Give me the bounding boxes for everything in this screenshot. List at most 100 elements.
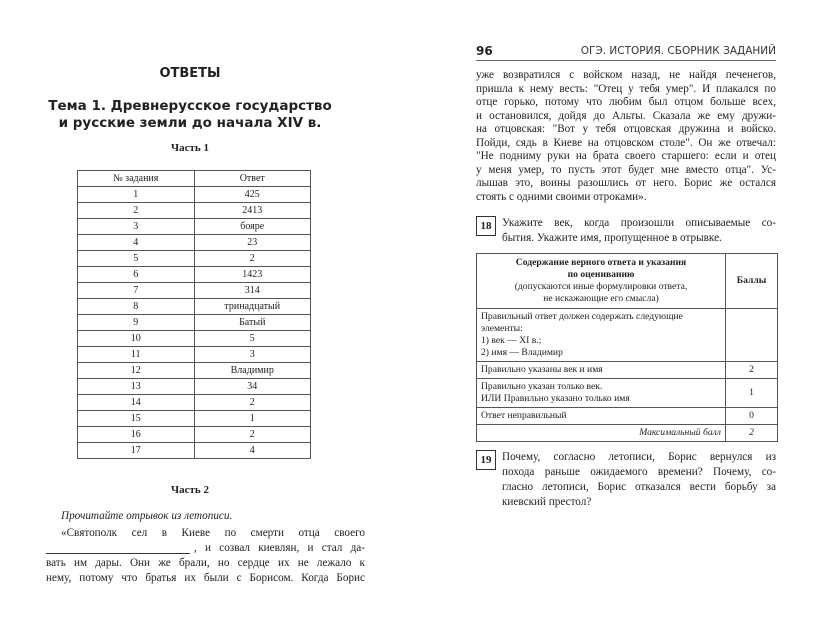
task-number-cell: 9	[77, 314, 195, 331]
criteria-line: Правильно указаны век и имя	[481, 364, 603, 375]
topic-title: Тема 1. Древнерусское государство и русс…	[0, 98, 380, 132]
task-number-cell: 10	[77, 330, 195, 347]
criteria-required-row: Правильный ответ должен содержать следую…	[476, 308, 778, 362]
table-row: 1 425	[77, 186, 311, 203]
criteria-header-bold: Содержание верного ответа и указания	[515, 257, 687, 268]
answer-cell: 425	[193, 186, 311, 203]
table-row: 8 тринадцатый	[77, 298, 311, 315]
answer-cell: 314	[193, 282, 311, 299]
task-number-cell: 1	[77, 186, 195, 203]
criteria-line: ИЛИ Правильно указано только имя	[481, 393, 630, 404]
required-line: элементы:	[481, 323, 523, 334]
question-19-line: гласно летописи, Борис отказался вести б…	[502, 481, 776, 493]
text-line: отце горько, потому что любим был отцом …	[476, 96, 776, 108]
task-number-cell: 4	[77, 234, 195, 251]
task-number-cell: 7	[77, 282, 195, 299]
max-score-label: Максимальный балл	[476, 424, 726, 442]
criteria-row: Правильно указан только век. ИЛИ Правильн…	[476, 378, 778, 408]
criteria-header-bold: по оцениванию	[567, 269, 635, 280]
required-line: 2) имя — Владимир	[481, 347, 563, 358]
task-number-cell: 6	[77, 266, 195, 283]
task-number-cell: 11	[77, 346, 195, 363]
header-rule	[476, 60, 776, 61]
task-number-cell: 13	[77, 378, 195, 395]
table-row: 3 бояре	[77, 218, 311, 235]
text-line: стоять с одними своими отроками».	[476, 190, 647, 203]
task-number-cell: 5	[77, 250, 195, 267]
text-line: и остановился, дойдя до Альты. Сказала ж…	[476, 109, 776, 122]
answer-cell: 4	[193, 442, 311, 459]
blank-line	[46, 553, 190, 554]
points-header: Баллы	[725, 253, 778, 309]
required-line: 1) век — XI в.;	[481, 335, 542, 346]
criteria-line: Ответ неправильный	[481, 410, 567, 421]
table-row: 15 1	[77, 410, 311, 427]
text-line: на отцовская: "Вот у тебя отцовская друж…	[476, 123, 776, 135]
answer-cell: Владимир	[193, 362, 311, 379]
table-row: 4 23	[77, 234, 311, 251]
text-line: пришла к нему весть: "Отец у тебя умер".…	[476, 82, 776, 95]
answer-cell: 1423	[193, 266, 311, 283]
page-number: 96	[476, 44, 493, 58]
question-18-line: бытия. Укажите имя, пропущенное в отрывк…	[502, 232, 722, 244]
text-line: Пойди, сядь в Киеве на отцовском столе".…	[476, 136, 776, 149]
criteria-points: 0	[725, 407, 778, 425]
answer-cell: 5	[193, 330, 311, 347]
part1-title: Часть 1	[171, 142, 209, 154]
task-number-cell: 3	[77, 218, 195, 235]
table-row: 2 2413	[77, 202, 311, 219]
answers-table: № задания Ответ 1 425 2 2413 3 бояре 4 23 5 2 6 142…	[77, 170, 311, 459]
answer-cell: бояре	[193, 218, 311, 235]
criteria-text: Ответ неправильный	[476, 407, 726, 425]
topic-title-line: Тема 1. Древнерусское государство	[48, 98, 332, 114]
criteria-table: Содержание верного ответа и указания по …	[476, 253, 778, 442]
max-score-value: 2	[725, 424, 778, 442]
table-row: 10 5	[77, 330, 311, 347]
part2-title: Часть 2	[171, 484, 209, 496]
task-number-cell: 14	[77, 394, 195, 411]
table-row: 13 34	[77, 378, 311, 395]
answer-cell: 2	[193, 250, 311, 267]
criteria-header-row: Содержание верного ответа и указания по …	[476, 253, 778, 309]
text-line: лышав это, воины разошлись от него. Бори…	[476, 177, 776, 189]
task-number-cell: 8	[77, 298, 195, 315]
excerpt-line: вать им дары. Они же брали, но сердце их…	[46, 557, 365, 569]
criteria-points: 1	[725, 378, 778, 408]
criteria-header-note: (допускаются иные формулировки ответа,	[514, 281, 688, 292]
question-19-line: киевский престол?	[502, 496, 592, 508]
answer-cell: 3	[193, 346, 311, 363]
text-line: уже возвратился с войском назад, не найд…	[476, 69, 776, 81]
topic-title-line: и русские земли до начала XIV в.	[58, 115, 322, 131]
criteria-row: Правильно указаны век и имя 2	[476, 361, 778, 379]
required-line: Правильный ответ должен содержать следую…	[481, 311, 683, 322]
table-row: 12 Владимир	[77, 362, 311, 379]
column-header: Ответ	[193, 170, 311, 187]
criteria-text: Правильно указаны век и имя	[476, 361, 726, 379]
table-row: 9 Батый	[77, 314, 311, 331]
table-row: 11 3	[77, 346, 311, 363]
running-title: ОГЭ. ИСТОРИЯ. СБОРНИК ЗАДАНИЙ	[580, 45, 776, 57]
task-number-cell: 16	[77, 426, 195, 443]
excerpt-line: , и созвал киевлян, и стал да-	[194, 542, 365, 554]
criteria-header-note: не искажающие его смысла)	[543, 293, 659, 304]
criteria-line: Правильно указан только век.	[481, 381, 603, 392]
answer-cell: 23	[193, 234, 311, 251]
criteria-text: Правильно указан только век. ИЛИ Правильн…	[476, 378, 726, 408]
max-score-row: Максимальный балл 2	[476, 424, 778, 442]
criteria-row: Ответ неправильный 0	[476, 407, 778, 425]
question-number-18: 18	[476, 216, 496, 236]
answer-cell: 2413	[193, 202, 311, 219]
question-19-line: Почему, согласно летописи, Борис вернулс…	[502, 451, 776, 463]
answer-cell: Батый	[193, 314, 311, 331]
instruction-text: Прочитайте отрывок из летописи.	[61, 510, 233, 522]
text-line: у меня умер, то пусть этот будет мне вме…	[476, 163, 776, 176]
question-18-line: Укажите век, когда произошли описываемые…	[502, 217, 776, 229]
task-number-cell: 2	[77, 202, 195, 219]
column-header: № задания	[77, 170, 195, 187]
task-number-cell: 12	[77, 362, 195, 379]
table-row: 14 2	[77, 394, 311, 411]
table-row: 16 2	[77, 426, 311, 443]
excerpt-line: нему, потому что братья их были с Борисо…	[46, 572, 365, 584]
criteria-points: 2	[725, 361, 778, 379]
